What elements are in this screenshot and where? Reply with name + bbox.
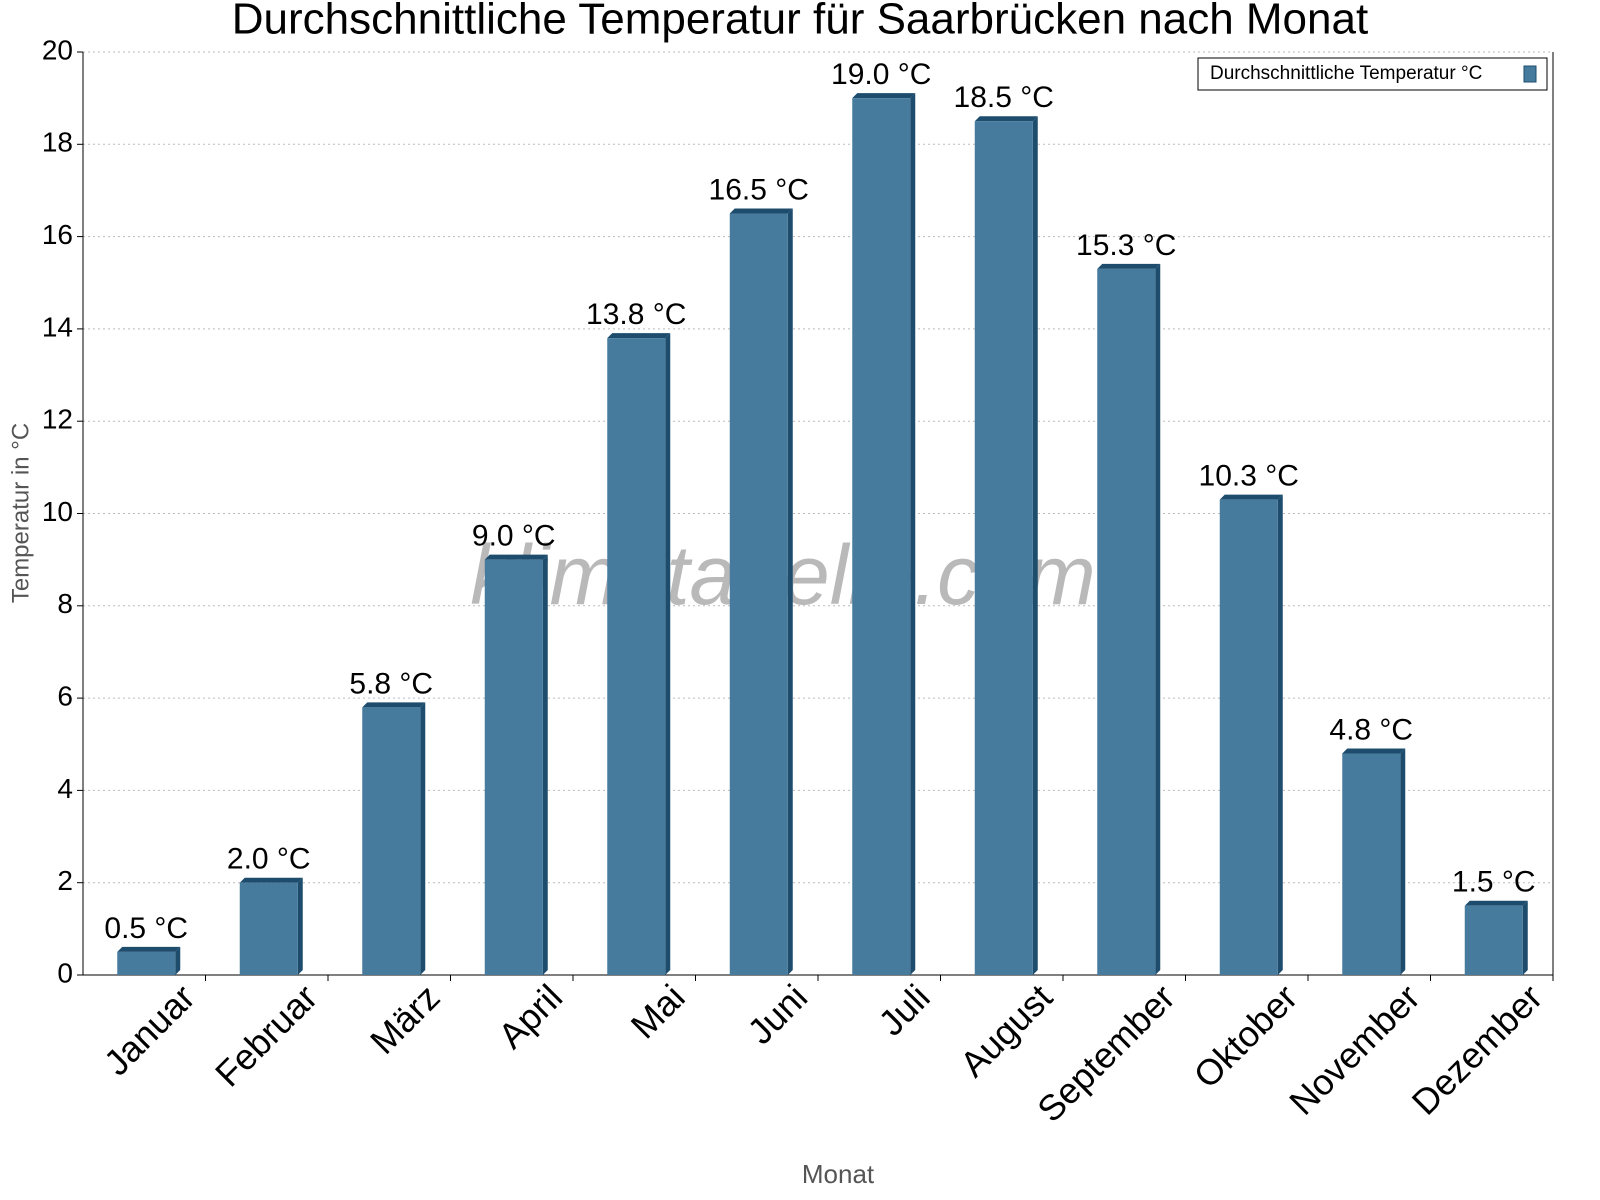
- bar-top: [852, 93, 916, 99]
- bar: [852, 98, 911, 975]
- value-label: 1.5 °C: [1452, 866, 1536, 899]
- legend: Durchschnittliche Temperatur °C: [1197, 57, 1548, 91]
- y-tick-label: 8: [57, 588, 73, 619]
- bar: [974, 121, 1033, 976]
- bar-top: [607, 333, 671, 339]
- bar-side: [910, 93, 916, 975]
- bar: [1342, 753, 1401, 975]
- y-tick-label: 2: [57, 865, 73, 896]
- bar-side: [1155, 263, 1161, 975]
- x-tick-label: Juli: [870, 976, 937, 1043]
- value-label: 19.0 °C: [831, 58, 931, 91]
- value-label: 2.0 °C: [227, 843, 311, 876]
- x-tick-label: März: [362, 976, 448, 1062]
- value-label: 13.8 °C: [586, 298, 686, 331]
- bar-side: [175, 946, 181, 975]
- value-label: 4.8 °C: [1329, 713, 1413, 746]
- bar-top: [1219, 494, 1283, 500]
- bar-top: [239, 877, 303, 883]
- bar-top: [1342, 748, 1406, 754]
- x-tick-label: Februar: [207, 976, 325, 1094]
- y-tick-label: 14: [42, 311, 73, 342]
- x-tick-label: Mai: [623, 976, 693, 1046]
- bar-side: [1277, 494, 1283, 975]
- x-tick-label: Dezember: [1404, 976, 1550, 1122]
- value-label: 0.5 °C: [104, 912, 188, 945]
- bar: [484, 559, 543, 975]
- bar-side: [665, 333, 671, 975]
- bar: [362, 707, 421, 975]
- value-label: 5.8 °C: [349, 667, 433, 700]
- legend-box: [1197, 57, 1548, 91]
- bar-side: [420, 702, 426, 975]
- bar: [239, 882, 298, 975]
- y-tick-label: 0: [57, 957, 73, 988]
- bar-top: [362, 702, 426, 708]
- chart-title: Durchschnittliche Temperatur für Saarbrü…: [232, 0, 1368, 44]
- y-tick-label: 4: [57, 773, 73, 804]
- x-tick-label: Januar: [96, 976, 203, 1083]
- value-label: 16.5 °C: [709, 173, 809, 206]
- value-label: 18.5 °C: [954, 81, 1054, 114]
- y-tick-label: 20: [42, 34, 73, 65]
- value-label: 15.3 °C: [1076, 229, 1176, 262]
- y-tick-label: 18: [42, 127, 73, 158]
- x-tick-label: April: [490, 976, 570, 1056]
- value-label: 9.0 °C: [472, 520, 556, 553]
- bar: [729, 213, 788, 975]
- x-tick-label: Oktober: [1186, 976, 1306, 1096]
- bar-top: [729, 208, 793, 214]
- x-axis-label: Monat: [802, 1159, 875, 1189]
- bar: [607, 338, 666, 975]
- legend-label: Durchschnittliche Temperatur °C: [1210, 63, 1482, 84]
- y-tick-label: 12: [42, 404, 73, 435]
- bar-top: [974, 116, 1038, 122]
- x-tick-label: Juni: [739, 976, 815, 1052]
- y-axis-label: Temperatur in °C: [7, 423, 34, 603]
- x-tick-label: November: [1281, 976, 1427, 1122]
- bar-side: [297, 877, 303, 975]
- y-tick-label: 16: [42, 219, 73, 250]
- bar: [1464, 905, 1523, 975]
- bar-side: [1522, 900, 1528, 975]
- y-tick-label: 6: [57, 680, 73, 711]
- bar-top: [117, 946, 181, 952]
- bar-top: [1464, 900, 1528, 906]
- bar-side: [1032, 116, 1038, 976]
- bar: [1097, 268, 1156, 975]
- bar-top: [1097, 263, 1161, 269]
- bar: [1219, 499, 1278, 975]
- bar-top: [484, 554, 548, 560]
- bar-side: [542, 554, 548, 975]
- bar: [117, 951, 176, 975]
- legend-swatch: [1523, 65, 1537, 83]
- y-tick-label: 10: [42, 496, 73, 527]
- x-tick-label: August: [952, 976, 1060, 1084]
- bar-side: [787, 208, 793, 975]
- bar-side: [1400, 748, 1406, 975]
- value-label: 10.3 °C: [1199, 460, 1299, 493]
